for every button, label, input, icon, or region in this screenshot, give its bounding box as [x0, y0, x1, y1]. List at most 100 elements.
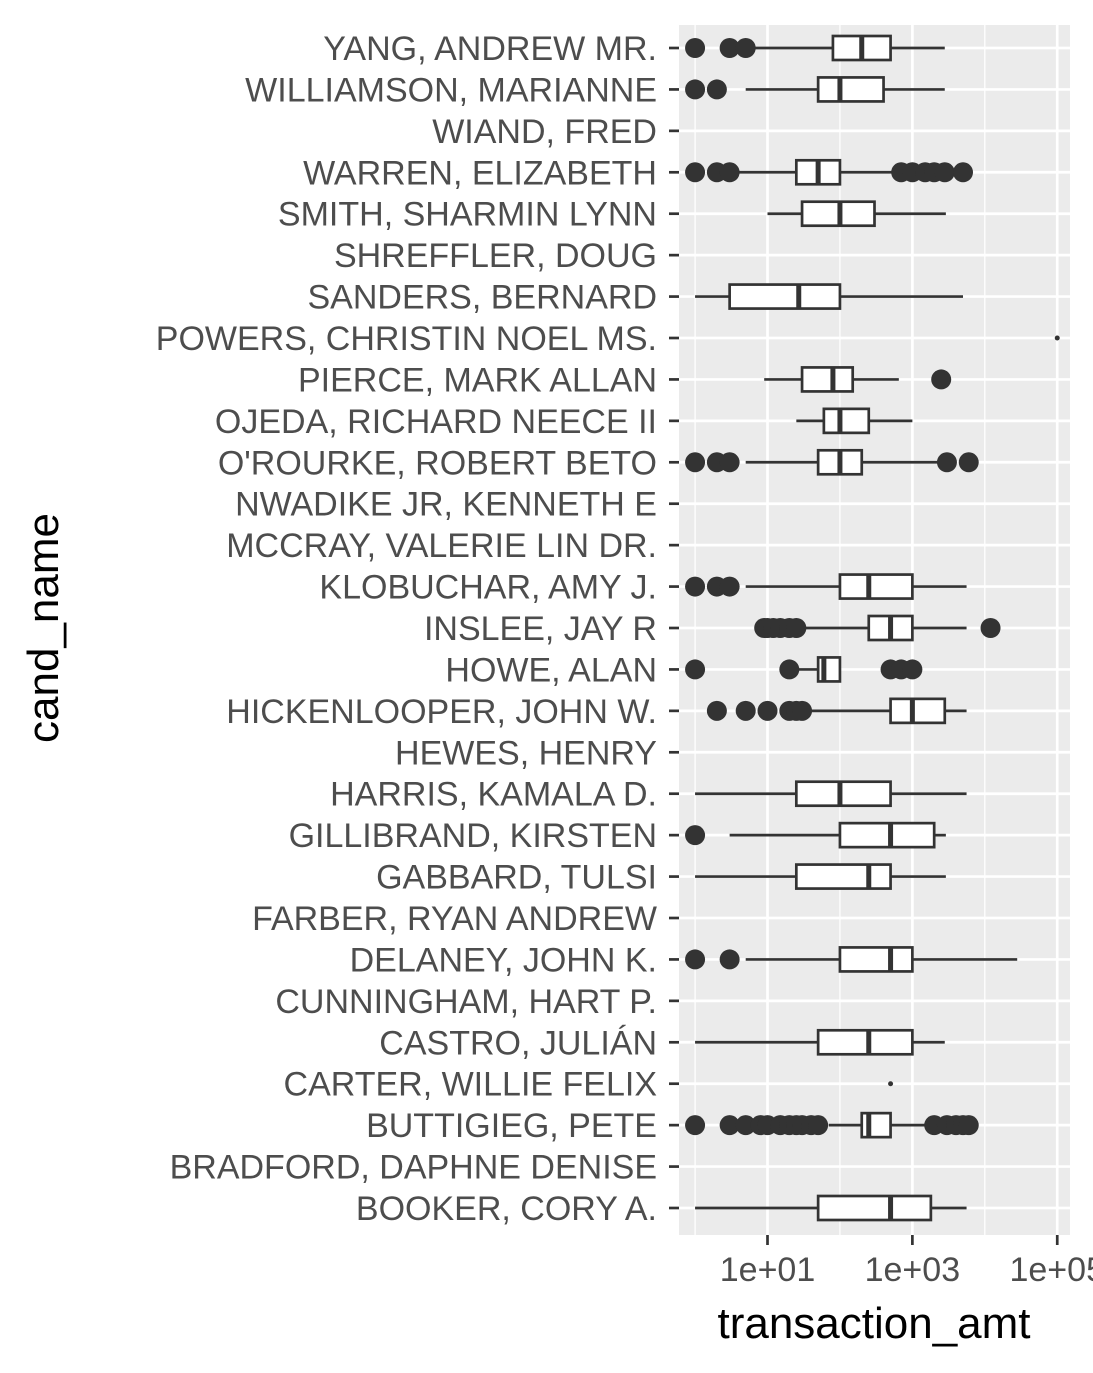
y-tick-label: HARRIS, KAMALA D.	[330, 776, 657, 814]
y-tick-label: HICKENLOOPER, JOHN W.	[226, 693, 657, 731]
iqr-box	[816, 1028, 914, 1056]
outlier-point	[934, 162, 955, 183]
outlier-point	[958, 1115, 979, 1136]
box-group	[685, 158, 974, 186]
outlier-point	[719, 162, 740, 183]
box-group	[685, 573, 967, 600]
outlier-point	[685, 1115, 706, 1136]
y-tick-label: SMITH, SHARMIN LYNN	[278, 196, 657, 234]
box-group	[685, 448, 979, 476]
iqr-box	[816, 76, 885, 103]
y-tick-label: KLOBUCHAR, AMY J.	[319, 569, 657, 607]
outlier-point	[735, 38, 756, 58]
outlier-point	[931, 369, 952, 390]
x-tick-label: 1e+01	[720, 1251, 816, 1289]
box-group	[796, 407, 913, 435]
x-tick-label: 1e+03	[865, 1251, 961, 1289]
box-group	[1054, 335, 1060, 341]
y-tick-label: PIERCE, MARK ALLAN	[298, 361, 657, 399]
iqr-box	[838, 821, 936, 849]
outlier-point	[792, 700, 813, 721]
iqr-box	[860, 1111, 892, 1139]
y-tick-label: WARREN, ELIZABETH	[303, 154, 657, 192]
outlier-point	[786, 618, 807, 638]
outlier-point	[779, 659, 800, 680]
outlier-point	[685, 659, 706, 680]
y-tick-label: BOOKER, CORY A.	[356, 1190, 657, 1228]
outlier-point	[980, 618, 1001, 638]
outlier-point	[719, 576, 740, 597]
outlier-point	[958, 452, 979, 473]
y-tick-label: SANDERS, BERNARD	[307, 279, 657, 317]
outlier-point	[757, 700, 778, 721]
y-tick-label: INSLEE, JAY R	[424, 610, 657, 648]
outlier-point	[685, 162, 706, 183]
outlier-point	[685, 38, 706, 58]
y-tick-label: HOWE, ALAN	[445, 651, 657, 689]
outlier-point	[685, 452, 706, 473]
iqr-box	[816, 1194, 933, 1222]
y-tick-label: CUNNINGHAM, HART P.	[275, 983, 657, 1021]
box-group	[764, 366, 952, 393]
iqr-box	[728, 283, 842, 310]
outlier-point	[706, 79, 727, 100]
box-group	[685, 34, 945, 62]
y-tick-label: NWADIKE JR, KENNETH E	[235, 486, 657, 524]
box-group	[695, 863, 946, 890]
box-group	[685, 1111, 979, 1139]
box-group	[767, 200, 946, 228]
box-group	[695, 1028, 945, 1056]
y-tick-label: WILLIAMSON, MARIANNE	[245, 71, 657, 109]
box-group	[754, 614, 1001, 642]
outlier-point	[719, 949, 740, 970]
y-tick-label: SHREFFLER, DOUG	[334, 237, 657, 275]
y-tick-label: CARTER, WILLIE FELIX	[284, 1066, 657, 1104]
outlier-point	[719, 1115, 740, 1136]
outlier-point	[808, 1115, 829, 1136]
box-group	[685, 946, 1018, 973]
box-point	[1054, 335, 1060, 341]
y-tick-label: DELANEY, JOHN K.	[350, 941, 657, 979]
outlier-point	[719, 452, 740, 473]
box-group	[685, 76, 945, 103]
outlier-point	[706, 700, 727, 721]
y-tick-label: FARBER, RYAN ANDREW	[252, 900, 657, 938]
outlier-point	[735, 700, 756, 721]
iqr-box	[800, 366, 855, 393]
iqr-box	[822, 407, 871, 435]
box-point	[888, 1081, 894, 1087]
box-group	[706, 697, 967, 725]
outlier-point	[902, 659, 923, 680]
iqr-box	[794, 780, 892, 808]
x-tick-label: 1e+05	[1009, 1251, 1093, 1289]
y-tick-label: BUTTIGIEG, PETE	[366, 1107, 657, 1145]
y-tick-label: O'ROURKE, ROBERT BETO	[218, 444, 657, 482]
y-tick-label: WIAND, FRED	[432, 113, 657, 151]
y-tick-label: POWERS, CHRISTIN NOEL MS.	[156, 320, 657, 358]
y-tick-label: YANG, ANDREW MR.	[323, 30, 657, 68]
y-tick-label: CASTRO, JULIÁN	[379, 1024, 657, 1062]
y-tick-label: GILLIBRAND, KIRSTEN	[289, 817, 657, 855]
outlier-point	[685, 949, 706, 970]
outlier-point	[685, 576, 706, 597]
iqr-box	[794, 863, 892, 890]
box-group	[695, 1194, 967, 1222]
x-axis: 1e+01 1e+03 1e+05	[720, 1235, 1093, 1289]
outlier-point	[685, 79, 706, 100]
outlier-point	[685, 825, 706, 846]
iqr-box	[889, 697, 947, 725]
x-axis-title: transaction_amt	[717, 1299, 1030, 1348]
y-axis-title: cand_name	[19, 513, 68, 743]
box-group	[685, 821, 946, 849]
y-tick-label: HEWES, HENRY	[395, 734, 657, 772]
outlier-point	[735, 1115, 756, 1136]
box-group	[685, 656, 923, 683]
y-tick-label: MCCRAY, VALERIE LIN DR.	[226, 527, 657, 565]
box-group	[888, 1081, 894, 1087]
outlier-point	[719, 38, 740, 58]
box-group	[695, 283, 964, 310]
iqr-box	[838, 946, 914, 973]
y-axis: YANG, ANDREW MR.WILLIAMSON, MARIANNE WIAN…	[156, 30, 679, 1228]
y-tick-label: GABBARD, TULSI	[376, 859, 657, 897]
